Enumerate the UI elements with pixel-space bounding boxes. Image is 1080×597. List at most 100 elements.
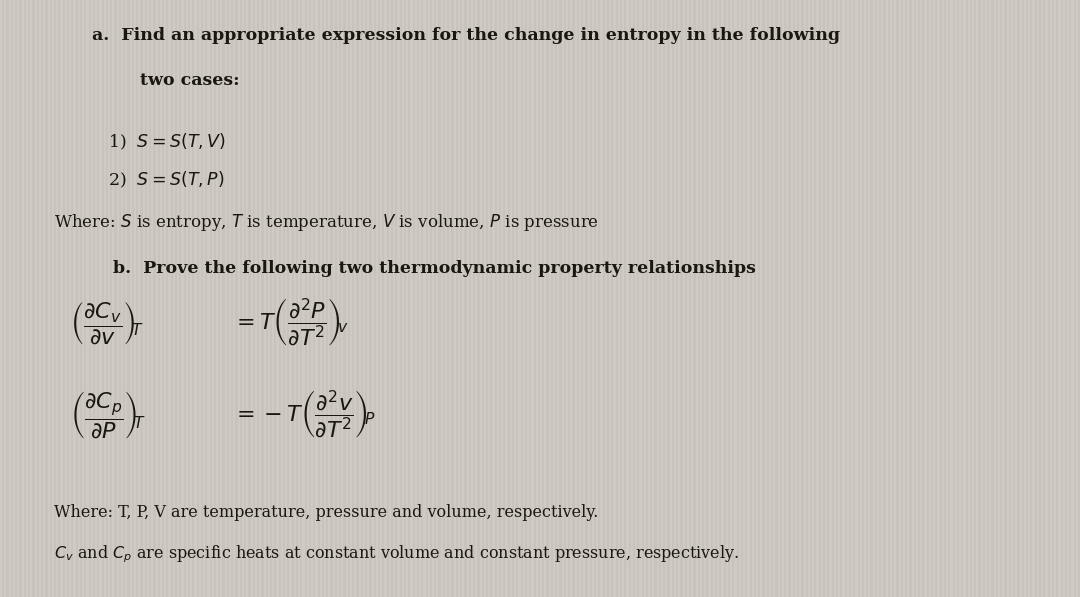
Bar <box>985 0 987 597</box>
Bar <box>698 0 700 597</box>
Bar <box>140 0 143 597</box>
Bar <box>916 0 918 597</box>
Bar <box>922 0 924 597</box>
Bar <box>609 0 611 597</box>
Bar <box>438 0 441 597</box>
Bar <box>110 0 112 597</box>
Bar <box>814 0 816 597</box>
Bar <box>231 0 233 597</box>
Bar <box>391 0 393 597</box>
Bar <box>797 0 799 597</box>
Bar <box>214 0 216 597</box>
Bar <box>853 0 855 597</box>
Bar <box>907 0 909 597</box>
Bar <box>248 0 251 597</box>
Bar <box>60 0 63 597</box>
Bar <box>948 0 950 597</box>
Bar <box>41 0 43 597</box>
Bar <box>240 0 242 597</box>
Bar <box>760 0 762 597</box>
Bar <box>581 0 583 597</box>
Bar <box>536 0 538 597</box>
Bar <box>559 0 562 597</box>
Bar <box>97 0 99 597</box>
Bar <box>521 0 523 597</box>
Bar <box>147 0 149 597</box>
Bar <box>19 0 22 597</box>
Bar <box>287 0 289 597</box>
Bar <box>644 0 646 597</box>
Bar <box>54 0 56 597</box>
Bar <box>369 0 372 597</box>
Bar <box>590 0 592 597</box>
Bar <box>467 0 469 597</box>
Bar <box>138 0 140 597</box>
Bar <box>713 0 715 597</box>
Bar <box>510 0 512 597</box>
Bar <box>899 0 901 597</box>
Bar <box>512 0 514 597</box>
Bar <box>48 0 50 597</box>
Bar <box>309 0 311 597</box>
Bar <box>734 0 737 597</box>
Bar <box>531 0 534 597</box>
Bar <box>28 0 30 597</box>
Bar <box>667 0 670 597</box>
Bar <box>553 0 555 597</box>
Bar <box>996 0 998 597</box>
Bar <box>594 0 596 597</box>
Bar <box>257 0 259 597</box>
Text: $\left(\dfrac{\partial C_v}{\partial v}\right)_{\!\!T}$: $\left(\dfrac{\partial C_v}{\partial v}\… <box>70 299 145 346</box>
Bar <box>1026 0 1028 597</box>
Bar <box>646 0 648 597</box>
Bar <box>592 0 594 597</box>
Bar <box>937 0 940 597</box>
Bar <box>1011 0 1013 597</box>
Bar <box>348 0 350 597</box>
Bar <box>1009 0 1011 597</box>
Bar <box>343 0 346 597</box>
Bar <box>1002 0 1004 597</box>
Bar <box>935 0 937 597</box>
Bar <box>9 0 11 597</box>
Bar <box>711 0 713 597</box>
Bar <box>704 0 706 597</box>
Bar <box>335 0 337 597</box>
Bar <box>24 0 26 597</box>
Bar <box>302 0 305 597</box>
Text: $\left(\dfrac{\partial C_p}{\partial P}\right)_{\!\!T}$: $\left(\dfrac{\partial C_p}{\partial P}\… <box>70 389 146 441</box>
Bar <box>30 0 32 597</box>
Bar <box>788 0 791 597</box>
Bar <box>272 0 274 597</box>
Bar <box>523 0 525 597</box>
Bar <box>475 0 477 597</box>
Bar <box>153 0 156 597</box>
Bar <box>251 0 253 597</box>
Bar <box>637 0 639 597</box>
Bar <box>566 0 568 597</box>
Bar <box>15 0 17 597</box>
Bar <box>305 0 307 597</box>
Bar <box>175 0 177 597</box>
Bar <box>786 0 788 597</box>
Bar <box>549 0 551 597</box>
Bar <box>395 0 397 597</box>
Bar <box>315 0 318 597</box>
Bar <box>283 0 285 597</box>
Bar <box>575 0 577 597</box>
Bar <box>670 0 672 597</box>
Bar <box>225 0 227 597</box>
Text: 2)  $S = S(T, P)$: 2) $S = S(T, P)$ <box>108 170 225 190</box>
Bar <box>827 0 829 597</box>
Bar <box>255 0 257 597</box>
Bar <box>955 0 957 597</box>
Bar <box>1020 0 1022 597</box>
Bar <box>1063 0 1065 597</box>
Bar <box>685 0 687 597</box>
Bar <box>769 0 771 597</box>
Bar <box>63 0 65 597</box>
Bar <box>114 0 117 597</box>
Bar <box>22 0 24 597</box>
Bar <box>626 0 629 597</box>
Bar <box>1028 0 1030 597</box>
